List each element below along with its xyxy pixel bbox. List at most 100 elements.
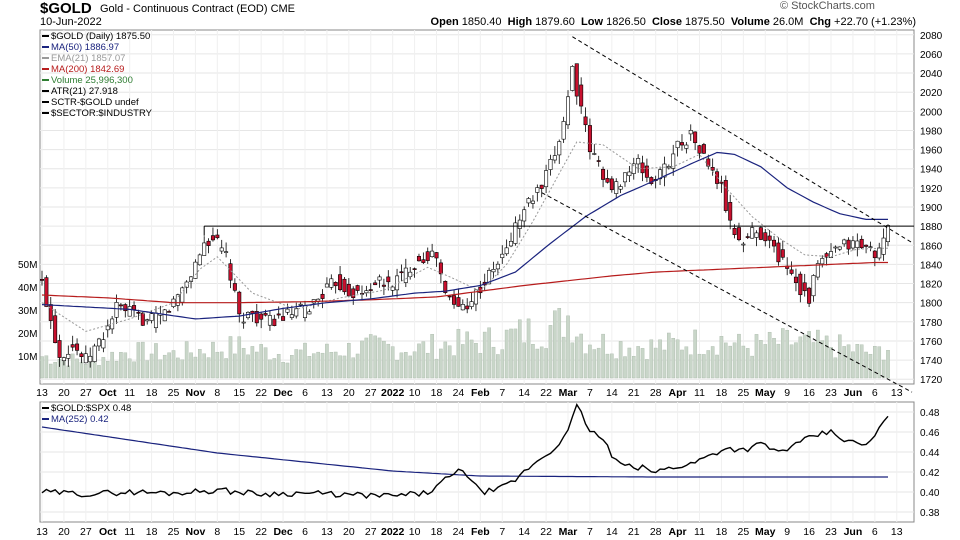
volume-bar <box>329 351 334 379</box>
volume-bar <box>829 347 833 379</box>
price-tick-label: 1940 <box>920 165 943 176</box>
volume-bar <box>715 354 719 379</box>
candle-body <box>877 247 882 259</box>
volume-bar <box>246 354 250 379</box>
candle-body <box>574 63 579 97</box>
legend-ma200: MA(200) 1842.69 <box>42 64 152 75</box>
upper-trendline <box>572 36 913 244</box>
candle-body <box>570 66 575 91</box>
time-tick-label: 22 <box>255 526 267 538</box>
candle-body <box>184 281 189 288</box>
time-tick-label: 15 <box>233 526 245 538</box>
volume-bar <box>561 336 566 379</box>
volume-bar <box>846 344 851 379</box>
candle-body <box>61 357 66 362</box>
volume-bar <box>614 358 619 379</box>
volume-bar <box>816 329 820 379</box>
volume-bar <box>640 348 645 379</box>
ma200-line <box>41 261 888 304</box>
time-tick-label: 18 <box>431 387 443 399</box>
candle-body <box>285 308 290 313</box>
volume-bar <box>149 353 154 379</box>
candle-body <box>403 267 408 283</box>
volume-bar <box>794 342 798 379</box>
volume-bar <box>219 351 224 379</box>
candle-body <box>338 274 343 291</box>
volume-bar <box>807 331 811 379</box>
volume-bar <box>851 351 855 379</box>
volume-bar <box>780 328 785 379</box>
candle-body <box>579 84 584 107</box>
candle-body <box>66 353 71 359</box>
candle-body <box>754 232 759 238</box>
candle-body <box>885 225 890 243</box>
candle-body <box>351 288 356 299</box>
volume-bar <box>276 354 281 379</box>
volume-bar <box>176 357 180 379</box>
time-tick-label: Feb <box>471 387 490 399</box>
volume-bar <box>347 343 351 379</box>
candle-body <box>145 319 150 322</box>
volume-bar <box>474 342 478 379</box>
legend-ma252: MA(252) 0.42 <box>42 414 131 425</box>
volume-bar <box>338 355 342 379</box>
legend-swatch <box>42 68 49 71</box>
volume-bar <box>627 347 632 379</box>
volume-bar <box>544 348 548 379</box>
time-tick-label: Jun <box>844 387 863 399</box>
candle-body <box>846 239 851 250</box>
candle-body <box>728 202 733 221</box>
time-tick-label: 28 <box>650 387 662 399</box>
volume-bar <box>732 342 737 379</box>
time-tick-label: 24 <box>453 526 465 538</box>
volume-tick-label: 30M <box>18 306 37 317</box>
time-tick-label: May <box>755 526 776 538</box>
time-tick-label: 23 <box>825 526 837 538</box>
volume-bar <box>684 346 689 379</box>
volume-bar <box>110 351 114 379</box>
volume-bar <box>211 341 215 379</box>
candle-body <box>294 308 299 317</box>
time-tick-label: 6 <box>302 387 308 399</box>
time-tick-label: Mar <box>559 387 578 399</box>
time-tick-label: 16 <box>803 526 815 538</box>
time-tick-label: 8 <box>214 387 220 399</box>
candle-body <box>640 162 645 174</box>
volume-bar <box>114 361 119 379</box>
volume-bar <box>198 349 202 379</box>
candle-body <box>618 186 623 190</box>
candle-body <box>101 339 106 349</box>
candle-body <box>127 306 132 317</box>
price-tick-label: 1980 <box>920 126 943 137</box>
candle-body <box>601 168 606 180</box>
candle-body <box>583 116 588 126</box>
volume-bar <box>272 358 277 379</box>
candle-body <box>210 235 215 241</box>
volume-bar <box>886 350 890 379</box>
candle-body <box>373 282 378 286</box>
candle-body <box>320 293 325 299</box>
legend-ma50: MA(50) 1886.97 <box>42 42 152 53</box>
candle-body <box>272 318 277 326</box>
time-tick-label: 7 <box>499 387 505 399</box>
time-tick-label: Jun <box>844 526 863 538</box>
volume-bar <box>224 358 228 379</box>
candle-body <box>430 250 435 258</box>
candle-body <box>83 353 88 364</box>
candle-body <box>864 244 869 247</box>
chart-date: 10-Jun-2022 <box>40 16 102 28</box>
candle-body <box>776 242 781 263</box>
candle-body <box>697 145 702 154</box>
legend-swatch <box>42 101 49 104</box>
volume-bar <box>877 346 882 379</box>
price-legend: $GOLD (Daily) 1875.50 MA(50) 1886.97 EMA(2… <box>42 31 152 119</box>
candle-body <box>224 251 229 253</box>
candle-body <box>416 255 421 262</box>
ratio-tick-label: 0.48 <box>920 408 940 419</box>
volume-bar <box>548 325 553 379</box>
candle-body <box>798 273 803 296</box>
volume-bar <box>465 331 469 379</box>
volume-bar <box>399 352 404 379</box>
candle-body <box>627 171 632 177</box>
